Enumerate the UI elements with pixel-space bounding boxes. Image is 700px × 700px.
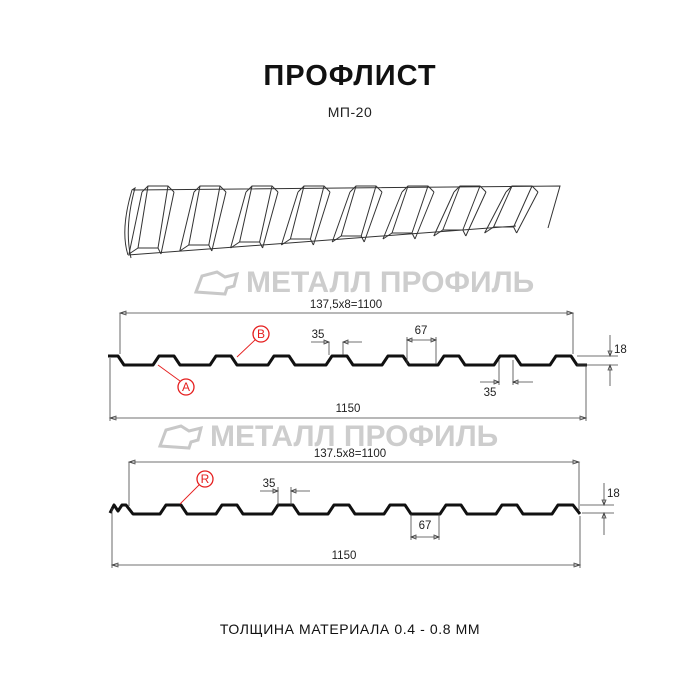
profile-2-width-dimension (110, 508, 582, 568)
sheet-3d-rib (239, 185, 273, 243)
sheet-3d-rib (289, 185, 325, 240)
profile-1-lower-35-label: 35 (484, 387, 497, 399)
marker-r-leader (179, 484, 200, 505)
profile-model: МП-20 (327, 104, 373, 120)
profile-1-height-label: 18 (614, 344, 627, 356)
sheet-3d-rib (331, 191, 383, 243)
sheet-3d-rib (141, 185, 175, 193)
profile-2-bottom-dimension (409, 514, 441, 540)
sheet-3d-rib (442, 185, 481, 231)
sheet-3d-rib (484, 191, 539, 234)
material-thickness: ТОЛЩИНА МАТЕРИАЛА 0.4 - 0.8 ММ (219, 621, 481, 637)
marker-b-label: B (257, 327, 265, 341)
watermark-text-top: МЕТАЛЛ ПРОФИЛЬ (246, 266, 534, 299)
sheet-3d-rib (493, 185, 533, 228)
sheet-3d-rib (382, 191, 435, 240)
marker-a-label: A (182, 380, 190, 394)
marker-r-label: R (201, 472, 210, 486)
sheet-3d-rib (281, 238, 314, 246)
profile-1-top-width-label: 35 (312, 329, 325, 341)
sheet-3d-rib (128, 247, 162, 255)
watermark-logo-top: МЕТАЛЛ ПРОФИЛЬ (193, 266, 534, 299)
sheet-3d-rib (137, 185, 169, 249)
sheet-3d-rib (453, 185, 487, 193)
profile-1-bottom-dimension (405, 337, 438, 364)
sheet-3d-rib (179, 191, 227, 252)
sheet-3d-rib (128, 191, 175, 255)
watermark-logo-bottom: МЕТАЛЛ ПРОФИЛЬ (157, 420, 498, 453)
sheet-3d-rib (127, 225, 517, 256)
sheet-3d-rib (401, 185, 435, 193)
sheet-3d-rib (230, 191, 279, 249)
sheet-3d-rib (433, 191, 487, 237)
profile-1-height-dimension (577, 335, 618, 386)
marker-b (252, 325, 270, 343)
sheet-3d-rib (349, 185, 383, 193)
profile-2-pitch-label: 137.5х8=1100 (314, 448, 386, 460)
sheet-3d-rib (297, 185, 331, 193)
profile-2-width-label: 1150 (332, 550, 357, 562)
sheet-3d-rib (433, 229, 467, 237)
profile-2-top-dimension (260, 487, 310, 505)
sheet-3d-rib (179, 244, 213, 252)
sheet-3d-rib (391, 185, 429, 234)
profile-2-bottom-width-label: 67 (419, 520, 432, 532)
sheet-3d-rib (124, 186, 136, 259)
sheet-3d-rib (280, 191, 331, 246)
marker-a (177, 378, 195, 396)
profile-2-top-width-label: 35 (263, 478, 276, 490)
sheet-3d-rib (188, 185, 221, 246)
profile-1-top-dimension (311, 339, 362, 355)
profile-1-pitch-dimension (118, 310, 575, 354)
profile-1-width-label: 1150 (336, 403, 361, 415)
page-title: ПРОФЛИСТ (263, 60, 437, 92)
profile-1-lower-dimension (480, 360, 533, 385)
profile-2-height-label: 18 (607, 488, 620, 500)
profile-2-drawing: 137.5х8=1100 1150 35 67 18 R (108, 448, 620, 568)
profile-1-shape (108, 354, 587, 367)
watermark-text-bottom: МЕТАЛЛ ПРОФИЛЬ (210, 420, 498, 453)
marker-a-leader (157, 364, 181, 382)
profile-2-pitch-dimension (127, 459, 581, 510)
profile-1-width-dimension (108, 358, 588, 421)
sheet-3d-view (124, 185, 561, 259)
profile-1-drawing: 137,5х8=1100 1150 35 67 35 18 B A (108, 299, 627, 421)
profile-1-bottom-width-label: 67 (415, 325, 428, 337)
profile-2-height-dimension (580, 483, 614, 535)
sheet-3d-rib (340, 185, 377, 237)
profile-1-pitch-label: 137,5х8=1100 (310, 299, 382, 311)
profile-2-shape (108, 503, 582, 516)
marker-b-leader (236, 339, 256, 358)
sheet-3d-rib (132, 185, 561, 229)
marker-r (196, 470, 214, 488)
